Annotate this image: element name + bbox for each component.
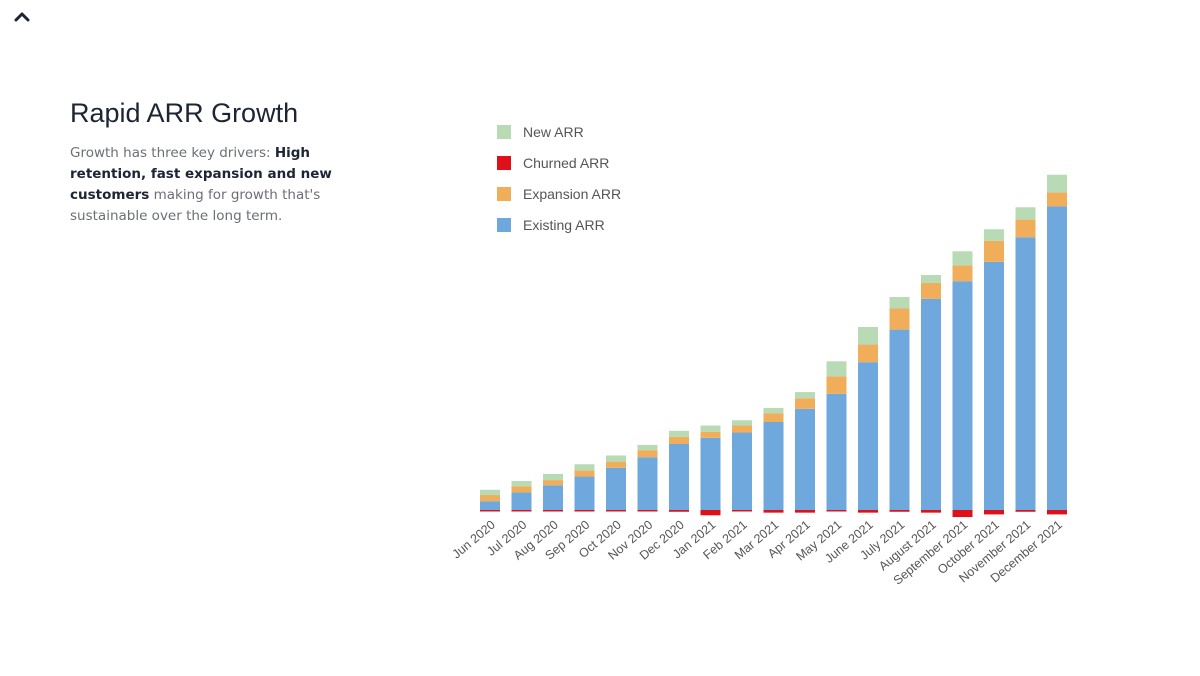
legend-label: Expansion ARR xyxy=(523,185,622,202)
bar-expansion-arr xyxy=(700,431,721,438)
bar-churned-arr xyxy=(921,510,941,513)
legend-label: New ARR xyxy=(523,123,584,140)
bar-churned-arr xyxy=(763,510,784,513)
bar-existing-arr xyxy=(1015,237,1036,510)
bar-churned-arr xyxy=(732,510,752,512)
bar-expansion-arr xyxy=(795,398,815,409)
bar-existing-arr xyxy=(952,281,973,510)
bar-existing-arr xyxy=(511,492,532,510)
bar-existing-arr xyxy=(889,329,910,510)
legend-item-existing-arr: Existing ARR xyxy=(497,209,621,240)
bar-existing-arr xyxy=(669,444,689,510)
bar-churned-arr xyxy=(889,510,910,512)
bar-existing-arr xyxy=(637,457,658,510)
bar-existing-arr xyxy=(732,432,752,510)
bar-new-arr xyxy=(543,473,563,481)
bar-churned-arr xyxy=(480,510,500,512)
bar-expansion-arr xyxy=(669,436,689,444)
bar-new-arr xyxy=(1047,174,1067,193)
bar-new-arr xyxy=(480,489,500,496)
slide-description: Growth has three key drivers: High reten… xyxy=(70,143,390,227)
bar-existing-arr xyxy=(795,408,815,510)
bar-expansion-arr xyxy=(952,265,973,282)
desc-suffix: making for growth that's sustainable ove… xyxy=(70,187,321,224)
bar-expansion-arr xyxy=(1047,192,1067,207)
bar-expansion-arr xyxy=(732,425,752,433)
bar-existing-arr xyxy=(480,501,500,510)
bar-new-arr xyxy=(763,407,784,414)
bar-existing-arr xyxy=(826,393,847,510)
bar-expansion-arr xyxy=(574,470,595,477)
bar-expansion-arr xyxy=(858,344,878,363)
bar-existing-arr xyxy=(858,362,878,510)
chevron-up-icon[interactable] xyxy=(12,8,32,24)
bar-churned-arr xyxy=(606,510,626,512)
legend-swatch xyxy=(497,124,511,139)
bar-existing-arr xyxy=(543,485,563,510)
bar-expansion-arr xyxy=(984,240,1004,262)
bar-churned-arr xyxy=(1015,510,1036,512)
chart-legend: New ARR Churned ARR Expansion ARR Existing … xyxy=(497,116,621,240)
bar-new-arr xyxy=(889,297,910,309)
bar-churned-arr xyxy=(826,510,847,512)
bar-expansion-arr xyxy=(606,461,626,468)
bar-existing-arr xyxy=(921,298,941,510)
bar-existing-arr xyxy=(984,261,1004,510)
bar-churned-arr xyxy=(543,510,563,512)
desc-highlight: High retention, fast expansion and new c… xyxy=(70,145,332,203)
bar-churned-arr xyxy=(858,510,878,513)
legend-label: Existing ARR xyxy=(523,216,605,233)
arr-stacked-bar-chart: Jun 2020 Jul 2020 Aug 2020 Sep 2020 Oct 2020… xyxy=(430,150,1130,650)
bar-new-arr xyxy=(826,361,847,377)
bar-new-arr xyxy=(732,420,752,426)
bar-new-arr xyxy=(700,425,721,432)
legend-label: Churned ARR xyxy=(523,154,610,171)
bar-churned-arr xyxy=(700,510,721,516)
bar-expansion-arr xyxy=(889,308,910,330)
slide-title: Rapid ARR Growth xyxy=(70,98,299,128)
bar-existing-arr xyxy=(606,467,626,510)
bar-new-arr xyxy=(952,251,973,266)
bar-expansion-arr xyxy=(826,376,847,394)
bar-churned-arr xyxy=(511,510,532,512)
bar-existing-arr xyxy=(1047,206,1067,510)
bar-new-arr xyxy=(858,326,878,345)
bar-expansion-arr xyxy=(763,413,784,422)
legend-swatch xyxy=(497,217,511,232)
bar-churned-arr xyxy=(952,510,973,518)
legend-item-churned-arr: Churned ARR xyxy=(497,147,621,178)
chevron-up-glyph xyxy=(14,12,30,22)
bar-new-arr xyxy=(574,464,595,471)
bar-new-arr xyxy=(511,480,532,487)
legend-swatch xyxy=(497,155,511,170)
slide-text: Rapid ARR Growth Growth has three key dr… xyxy=(70,98,390,227)
bar-expansion-arr xyxy=(543,480,563,486)
bar-churned-arr xyxy=(795,510,815,513)
legend-item-expansion-arr: Expansion ARR xyxy=(497,178,621,209)
bar-churned-arr xyxy=(669,510,689,512)
bar-new-arr xyxy=(1015,207,1036,220)
bar-churned-arr xyxy=(984,510,1004,515)
bar-existing-arr xyxy=(700,437,721,510)
bar-expansion-arr xyxy=(637,450,658,458)
bar-churned-arr xyxy=(1047,510,1067,515)
desc-prefix: Growth has three key drivers: xyxy=(70,145,275,161)
bar-expansion-arr xyxy=(480,495,500,502)
bar-new-arr xyxy=(669,430,689,437)
bar-churned-arr xyxy=(574,510,595,512)
bar-existing-arr xyxy=(763,422,784,510)
bar-expansion-arr xyxy=(1015,219,1036,238)
bar-churned-arr xyxy=(637,510,658,512)
bar-expansion-arr xyxy=(511,486,532,493)
bar-new-arr xyxy=(984,229,1004,241)
legend-swatch xyxy=(497,186,511,201)
bar-new-arr xyxy=(606,455,626,462)
bar-new-arr xyxy=(795,392,815,399)
bar-expansion-arr xyxy=(921,282,941,299)
bar-existing-arr xyxy=(574,476,595,510)
bar-new-arr xyxy=(637,444,658,451)
bar-new-arr xyxy=(921,275,941,283)
legend-item-new-arr: New ARR xyxy=(497,116,621,147)
